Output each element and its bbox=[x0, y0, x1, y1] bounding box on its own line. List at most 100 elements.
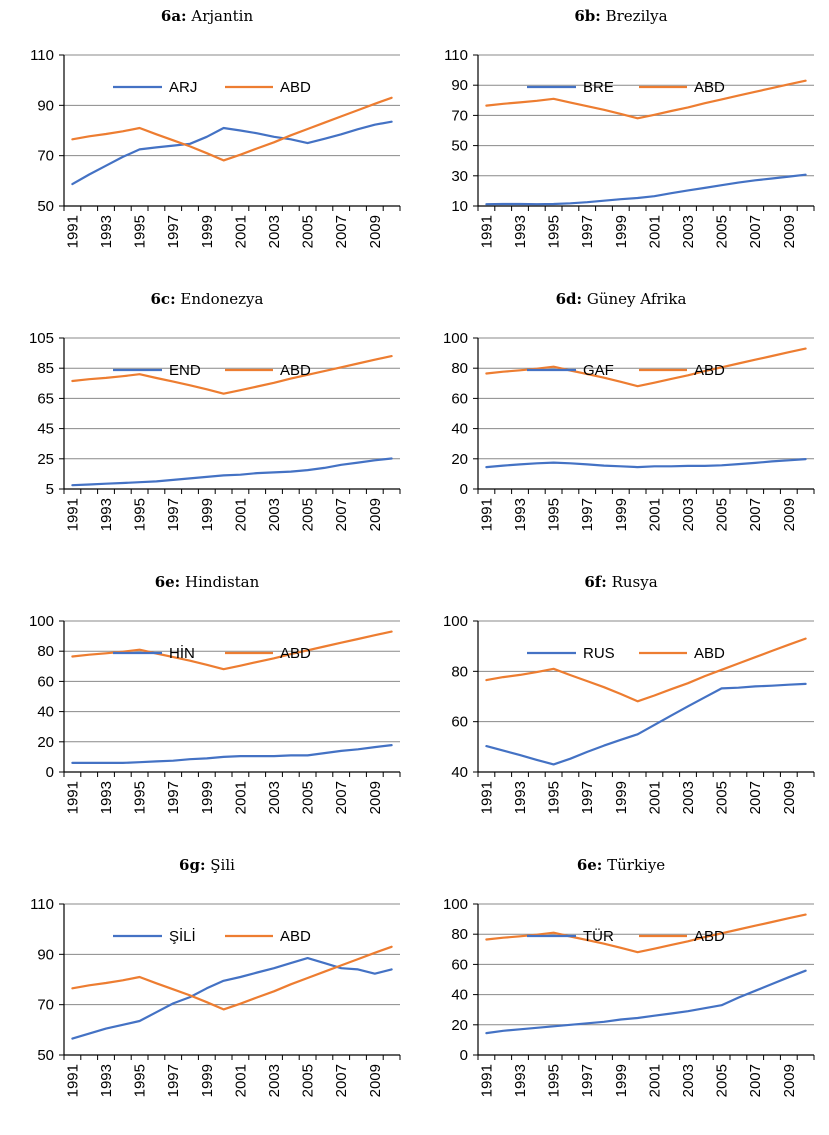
chart-svg: 6e: Türkiye 0 20 40 60 80 100 1991 1993 1995 1997 1… bbox=[443, 856, 815, 1097]
series-line-country bbox=[71, 457, 393, 487]
x-tick-label: 2007 bbox=[333, 215, 350, 248]
y-tick-label: 70 bbox=[451, 107, 468, 124]
x-tick-label: 2005 bbox=[300, 215, 317, 248]
legend-label: HİN bbox=[169, 644, 195, 662]
x-tick-label: 2001 bbox=[232, 781, 249, 814]
x-tick-label: 2003 bbox=[680, 498, 697, 531]
x-tick-label: 2001 bbox=[646, 1064, 663, 1097]
x-tick-label: 2009 bbox=[781, 1064, 798, 1097]
chart-panel: 6b: Brezilya 10 30 50 70 90 110 1991 1993 1995 199… bbox=[414, 0, 828, 283]
x-tick-label: 1991 bbox=[64, 498, 81, 531]
chart-panel: 6a: Arjantin 50 70 90 110 1991 1993 1995 1997 199… bbox=[0, 0, 414, 283]
y-tick-label: 110 bbox=[30, 896, 54, 913]
x-tick-label: 1997 bbox=[579, 1064, 596, 1097]
y-tick-label: 5 bbox=[46, 481, 54, 498]
chart-title-text: Hindistan bbox=[180, 573, 259, 591]
legend-label: ABD bbox=[694, 645, 725, 662]
series-line-country bbox=[485, 682, 807, 766]
x-tick-label: 2009 bbox=[781, 781, 798, 814]
x-tick-label: 1997 bbox=[165, 215, 182, 248]
x-tick-label: 1997 bbox=[579, 781, 596, 814]
y-tick-label: 40 bbox=[451, 421, 468, 438]
x-tick-label: 2001 bbox=[232, 1064, 249, 1097]
legend-label: RUS bbox=[583, 645, 615, 662]
y-tick-label: 45 bbox=[37, 421, 54, 438]
x-tick-label: 1999 bbox=[613, 215, 630, 248]
chart-title-label: 6e: bbox=[155, 573, 181, 591]
series-line-usa bbox=[485, 913, 807, 954]
x-tick-label: 2007 bbox=[333, 498, 350, 531]
y-tick-label: 100 bbox=[29, 613, 54, 630]
series-line-usa bbox=[485, 637, 807, 703]
x-tick-label: 2003 bbox=[680, 781, 697, 814]
x-tick-label: 1999 bbox=[199, 215, 216, 248]
x-tick-label: 1997 bbox=[165, 498, 182, 531]
legend: TÜR ABD bbox=[527, 927, 725, 945]
x-tick-label: 2001 bbox=[232, 215, 249, 248]
chart-title-text: Şili bbox=[206, 856, 236, 874]
legend-label: ABD bbox=[694, 928, 725, 945]
x-tick-label: 2003 bbox=[266, 781, 283, 814]
x-tick-label: 1995 bbox=[132, 215, 149, 248]
chart-title: 6g: Şili bbox=[179, 856, 235, 874]
x-tick-label: 2005 bbox=[714, 781, 731, 814]
x-tick-label: 1999 bbox=[199, 498, 216, 531]
legend-label: ARJ bbox=[169, 79, 197, 96]
series-line-usa bbox=[71, 96, 393, 162]
chart-panel: 6d: Güney Afrika 0 20 40 60 80 100 1991 1993 1995… bbox=[414, 283, 828, 566]
x-tick-label: 1997 bbox=[165, 781, 182, 814]
series-line-country bbox=[71, 120, 393, 186]
legend-label: ABD bbox=[280, 362, 311, 379]
x-tick-label: 1999 bbox=[613, 498, 630, 531]
x-tick-label: 2009 bbox=[781, 215, 798, 248]
y-tick-label: 110 bbox=[444, 47, 468, 64]
x-tick-label: 2007 bbox=[747, 781, 764, 814]
series-line-usa bbox=[71, 630, 393, 671]
x-tick-label: 2005 bbox=[714, 215, 731, 248]
x-tick-label: 1991 bbox=[64, 215, 81, 248]
x-tick-label: 2003 bbox=[680, 215, 697, 248]
x-tick-label: 1991 bbox=[64, 781, 81, 814]
x-tick-label: 1993 bbox=[512, 1064, 529, 1097]
x-tick-label: 2003 bbox=[266, 498, 283, 531]
legend: RUS ABD bbox=[527, 645, 725, 662]
x-tick-label: 2009 bbox=[367, 498, 384, 531]
y-tick-label: 110 bbox=[30, 47, 54, 64]
chart-svg: 6e: Hindistan 0 20 40 60 80 100 1991 1993 1995 199… bbox=[29, 573, 401, 814]
chart-title: 6c: Endonezya bbox=[151, 290, 264, 308]
y-tick-label: 100 bbox=[443, 896, 468, 913]
chart-title-text: Endonezya bbox=[176, 290, 264, 308]
chart-title-text: Brezilya bbox=[601, 7, 668, 25]
x-tick-label: 2005 bbox=[300, 1064, 317, 1097]
chart-title: 6d: Güney Afrika bbox=[556, 290, 687, 308]
legend: HİN ABD bbox=[113, 644, 311, 662]
y-tick-label: 80 bbox=[451, 926, 468, 943]
series-line-country bbox=[485, 173, 807, 206]
x-tick-label: 1991 bbox=[478, 781, 495, 814]
chart-title-text: Türkiye bbox=[602, 856, 665, 874]
legend-label: ABD bbox=[280, 79, 311, 96]
y-tick-label: 20 bbox=[451, 451, 468, 468]
legend-label: ŞİLİ bbox=[169, 927, 196, 945]
x-tick-label: 2003 bbox=[266, 215, 283, 248]
x-tick-label: 1993 bbox=[98, 215, 115, 248]
chart-panel: 6g: Şili 50 70 90 110 1991 1993 1995 1997 1999 200… bbox=[0, 849, 414, 1132]
x-tick-label: 2003 bbox=[266, 1064, 283, 1097]
y-tick-label: 0 bbox=[460, 1047, 468, 1064]
series-line-country bbox=[71, 744, 393, 764]
y-tick-label: 60 bbox=[451, 956, 468, 973]
x-tick-label: 1999 bbox=[613, 1064, 630, 1097]
x-tick-label: 2009 bbox=[781, 498, 798, 531]
x-tick-label: 2001 bbox=[646, 498, 663, 531]
x-tick-label: 1991 bbox=[478, 1064, 495, 1097]
x-tick-label: 2001 bbox=[232, 498, 249, 531]
x-tick-label: 1991 bbox=[478, 215, 495, 248]
x-tick-label: 1993 bbox=[98, 1064, 115, 1097]
x-tick-label: 1995 bbox=[546, 498, 563, 531]
x-tick-label: 2001 bbox=[646, 215, 663, 248]
y-tick-label: 50 bbox=[37, 1047, 54, 1064]
x-tick-label: 1995 bbox=[132, 1064, 149, 1097]
x-tick-label: 1999 bbox=[199, 781, 216, 814]
x-tick-label: 1993 bbox=[512, 498, 529, 531]
x-tick-label: 2007 bbox=[747, 215, 764, 248]
